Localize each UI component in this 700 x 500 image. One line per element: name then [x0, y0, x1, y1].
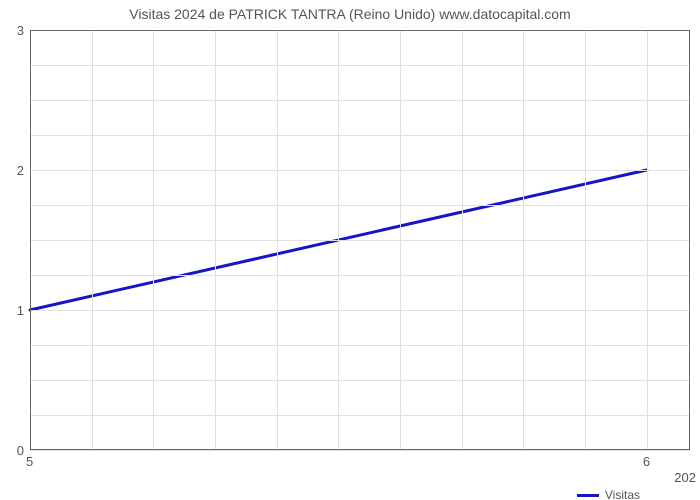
x-tick-label: 5 [26, 454, 33, 469]
grid-horizontal [30, 415, 690, 416]
grid-horizontal [30, 345, 690, 346]
grid-horizontal [30, 65, 690, 66]
legend-label: Visitas [605, 488, 640, 500]
y-tick-label: 3 [17, 23, 24, 38]
plot-border [689, 30, 690, 450]
chart-container: Visitas 2024 de PATRICK TANTRA (Reino Un… [0, 0, 700, 500]
plot-border [30, 30, 690, 31]
grid-horizontal [30, 380, 690, 381]
plot-border [30, 449, 690, 450]
plot-area [30, 30, 690, 450]
grid-horizontal [30, 240, 690, 241]
y-tick-label: 0 [17, 443, 24, 458]
legend-swatch [577, 494, 599, 497]
y-tick-label: 1 [17, 303, 24, 318]
grid-horizontal [30, 310, 690, 311]
grid-horizontal [30, 275, 690, 276]
grid-horizontal [30, 100, 690, 101]
x-tick-label: 6 [643, 454, 650, 469]
x-secondary-label: 202 [674, 470, 696, 485]
y-tick-label: 2 [17, 163, 24, 178]
grid-horizontal [30, 170, 690, 171]
chart-title: Visitas 2024 de PATRICK TANTRA (Reino Un… [0, 6, 700, 22]
grid-horizontal [30, 135, 690, 136]
plot-border [30, 30, 31, 450]
grid-horizontal [30, 205, 690, 206]
grid-horizontal [30, 450, 690, 451]
legend: Visitas [577, 488, 640, 500]
